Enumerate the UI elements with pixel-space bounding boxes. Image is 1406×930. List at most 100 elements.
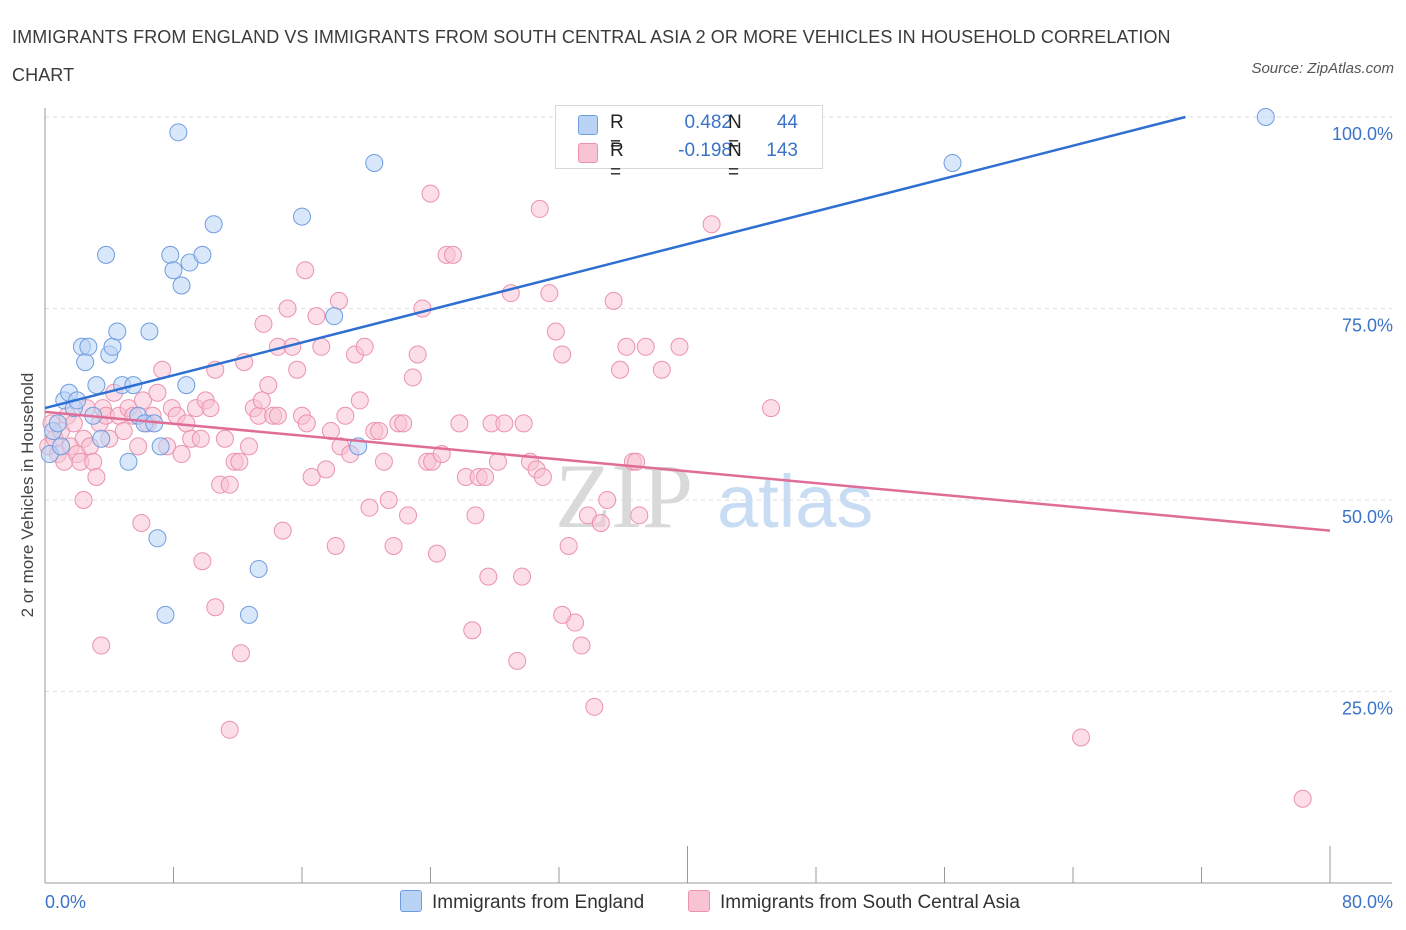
- data-point-asia: [488, 452, 507, 471]
- data-point-england: [239, 605, 258, 624]
- data-point-asia: [74, 491, 93, 509]
- data-point-asia: [350, 391, 369, 410]
- data-point-asia: [220, 720, 239, 739]
- r-value: -0.198: [678, 140, 732, 161]
- data-point-asia: [479, 567, 498, 586]
- data-point-asia: [370, 422, 389, 441]
- data-point-asia: [220, 475, 239, 494]
- data-point-asia: [476, 468, 495, 487]
- data-point-asia: [254, 314, 273, 333]
- trend-line-england: [44, 115, 1186, 410]
- data-point-asia: [546, 322, 565, 341]
- data-point-england: [172, 276, 191, 295]
- data-point-asia: [540, 284, 559, 303]
- data-point-asia: [384, 536, 403, 555]
- data-point-england: [140, 322, 159, 341]
- data-point-asia: [495, 414, 514, 433]
- data-point-england: [943, 153, 962, 172]
- data-point-asia: [1072, 728, 1091, 747]
- n-value: 44: [776, 112, 798, 133]
- data-point-england: [87, 376, 106, 395]
- data-point-asia: [259, 376, 278, 395]
- data-point-asia: [421, 184, 440, 203]
- data-point-england: [193, 245, 212, 264]
- data-point-asia: [1293, 789, 1312, 808]
- data-point-england: [119, 452, 138, 471]
- legend-item-asia[interactable]: Immigrants from South Central Asia: [688, 890, 1020, 914]
- legend-item-england[interactable]: Immigrants from England: [400, 890, 644, 914]
- data-point-england: [161, 245, 180, 264]
- tick-labels: 25.0% 50.0% 75.0% 100.0% 0.0% 80.0%: [45, 124, 1393, 912]
- data-point-asia: [572, 636, 591, 655]
- data-point-asia: [64, 414, 83, 433]
- data-point-asia: [206, 598, 225, 617]
- data-point-asia: [585, 697, 604, 716]
- data-point-asia: [193, 552, 212, 571]
- data-point-asia: [591, 513, 610, 532]
- data-point-asia: [553, 605, 572, 624]
- data-point-asia: [296, 261, 315, 280]
- y-tick-label: 25.0%: [1342, 699, 1393, 719]
- data-point-asia: [408, 345, 427, 364]
- data-point-asia: [559, 536, 578, 555]
- data-point-asia: [530, 199, 549, 218]
- chart-title: IMMIGRANTS FROM ENGLAND VS IMMIGRANTS FR…: [12, 27, 1171, 85]
- data-point-asia: [463, 621, 482, 640]
- x-tick-label: 0.0%: [45, 892, 86, 912]
- data-point-asia: [307, 307, 326, 326]
- data-point-asia: [379, 491, 398, 509]
- data-point-asia: [114, 422, 133, 441]
- data-point-england: [1256, 108, 1275, 126]
- data-point-asia: [553, 345, 572, 364]
- n-label: N =: [728, 112, 742, 155]
- y-tick-label: 50.0%: [1342, 507, 1393, 527]
- legend-swatch-england: [578, 115, 598, 135]
- data-point-asia: [329, 291, 348, 310]
- data-point-asia: [513, 567, 532, 586]
- y-tick-label: 75.0%: [1342, 316, 1393, 336]
- data-point-asia: [403, 368, 422, 387]
- data-point-asia: [360, 498, 379, 517]
- data-point-asia: [617, 337, 636, 356]
- data-point-asia: [273, 521, 292, 540]
- trend-line-asia: [44, 410, 1331, 532]
- data-point-england: [365, 153, 384, 172]
- data-point-england: [156, 605, 175, 624]
- data-point-asia: [231, 644, 250, 663]
- data-point-asia: [336, 406, 355, 425]
- stats-legend: R = 0.482 N = 44 R = -0.198 N = 143: [555, 105, 823, 183]
- data-point-asia: [302, 468, 321, 487]
- legend-label-asia: Immigrants from South Central Asia: [720, 892, 1020, 913]
- data-point-england: [325, 307, 344, 326]
- data-point-england: [151, 437, 170, 456]
- x-tick-label: 80.0%: [1342, 892, 1393, 912]
- data-point-england: [48, 414, 67, 433]
- data-point-england: [52, 437, 71, 456]
- data-point-england: [169, 123, 188, 142]
- data-point-england: [76, 353, 95, 372]
- data-point-england: [108, 322, 127, 341]
- data-point-asia: [201, 399, 220, 418]
- data-point-asia: [399, 506, 418, 525]
- data-point-asia: [355, 337, 374, 356]
- data-point-asia: [278, 299, 297, 318]
- data-point-asia: [87, 468, 106, 487]
- r-label: R =: [610, 140, 624, 183]
- data-point-asia: [191, 429, 210, 448]
- data-point-asia: [394, 414, 413, 433]
- data-point-asia: [598, 491, 617, 509]
- data-point-england: [79, 337, 98, 356]
- data-point-asia: [630, 506, 649, 525]
- data-point-asia: [604, 291, 623, 310]
- data-point-asia: [129, 437, 148, 456]
- data-point-england: [148, 529, 167, 548]
- data-point-asia: [148, 383, 167, 402]
- data-point-asia: [239, 437, 258, 456]
- data-point-asia: [312, 337, 331, 356]
- data-point-asia: [252, 391, 271, 410]
- data-point-asia: [172, 445, 191, 464]
- data-point-asia: [297, 414, 316, 433]
- n-label: N =: [728, 140, 742, 183]
- y-tick-label: 100.0%: [1332, 124, 1393, 144]
